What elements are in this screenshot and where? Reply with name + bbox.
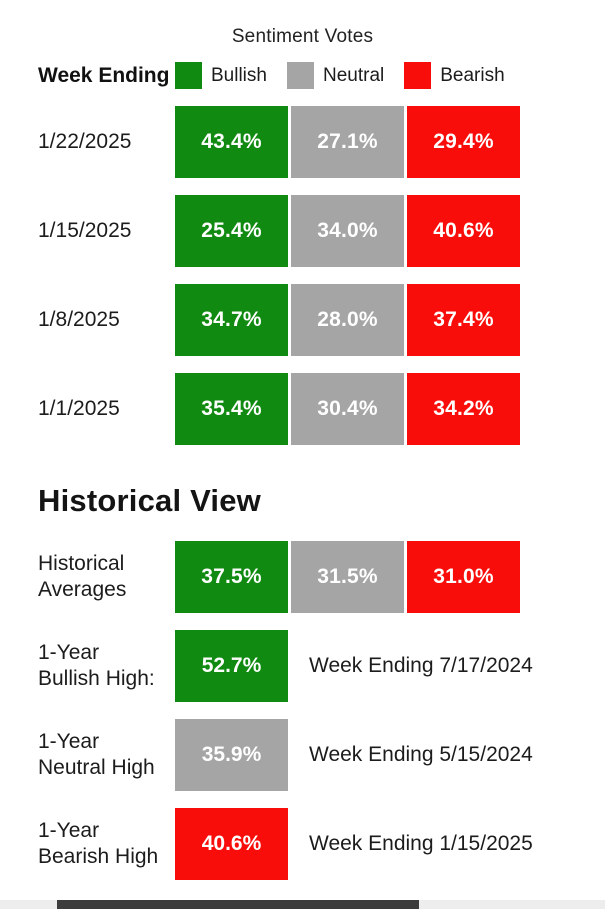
bearish-high-row: 1-Year Bearish High 40.6% Week Ending 1/… [38, 808, 605, 880]
neutral-high-row: 1-Year Neutral High 35.9% Week Ending 5/… [38, 719, 605, 791]
bearish-bar: 34.2% [407, 373, 520, 445]
historical-averages-label: Historical Averages [38, 551, 127, 601]
legend-item-bullish: Bullish [175, 62, 267, 89]
historical-view-heading: Historical View [38, 483, 261, 518]
legend-label-bullish: Bullish [211, 64, 267, 86]
week-ending-date: 1/22/2025 [38, 129, 132, 153]
header-row: Week Ending Bullish Neutral Bearish [0, 62, 605, 89]
historical-averages-row: Historical Averages 37.5% 31.5% 31.0% [38, 541, 605, 613]
bullish-bar: 34.7% [175, 284, 288, 356]
bullish-high-row: 1-Year Bullish High: 52.7% Week Ending 7… [38, 630, 605, 702]
legend-label-neutral: Neutral [322, 64, 385, 86]
legend-swatch-neutral [286, 62, 314, 89]
legend-item-neutral: Neutral [286, 62, 385, 89]
neutral-bar: 28.0% [291, 284, 404, 356]
week-ending-date: 1/1/2025 [38, 396, 120, 420]
neutral-high-label: 1-Year Neutral High [38, 729, 155, 779]
sentiment-bars: 25.4% 34.0% 40.6% [175, 195, 520, 267]
weekly-rows: 1/22/2025 43.4% 27.1% 29.4% 1/15/2025 25… [0, 106, 605, 445]
neutral-high-note: Week Ending 5/15/2024 [309, 743, 533, 766]
bullish-bar: 43.4% [175, 106, 288, 178]
bullish-high-bar: 52.7% [175, 630, 288, 702]
neutral-bar: 30.4% [291, 373, 404, 445]
bearish-high-label: 1-Year Bearish High [38, 818, 159, 868]
sentiment-row: 1/8/2025 34.7% 28.0% 37.4% [38, 284, 605, 356]
legend-swatch-bullish [175, 62, 202, 89]
historical-rows: Historical Averages 37.5% 31.5% 31.0% 1-… [0, 541, 605, 880]
bullish-bar: 25.4% [175, 195, 288, 267]
neutral-bar: 31.5% [291, 541, 404, 613]
bearish-bar: 29.4% [407, 106, 520, 178]
week-ending-date: 1/8/2025 [38, 307, 120, 331]
bearish-high-bar: 40.6% [175, 808, 288, 880]
week-ending-header: Week Ending [38, 63, 170, 87]
sentiment-bars: 35.4% 30.4% 34.2% [175, 373, 520, 445]
week-ending-date: 1/15/2025 [38, 218, 132, 242]
bearish-bar: 40.6% [407, 195, 520, 267]
neutral-high-bar: 35.9% [175, 719, 288, 791]
sentiment-row: 1/22/2025 43.4% 27.1% 29.4% [38, 106, 605, 178]
chart-title: Sentiment Votes [231, 26, 374, 47]
legend-item-bearish: Bearish [404, 62, 505, 89]
bullish-high-label: 1-Year Bullish High: [38, 640, 155, 690]
sentiment-bars: 43.4% 27.1% 29.4% [175, 106, 520, 178]
legend-label-bearish: Bearish [440, 64, 505, 86]
bullish-bar: 35.4% [175, 373, 288, 445]
horizontal-scrollbar-track[interactable] [0, 900, 605, 909]
sentiment-bars: 34.7% 28.0% 37.4% [175, 284, 520, 356]
bearish-bar: 31.0% [407, 541, 520, 613]
legend: Bullish Neutral Bearish [175, 62, 505, 89]
neutral-bar: 27.1% [291, 106, 404, 178]
bullish-bar: 37.5% [175, 541, 288, 613]
horizontal-scrollbar-thumb[interactable] [57, 900, 419, 909]
bullish-high-note: Week Ending 7/17/2024 [309, 654, 533, 677]
bearish-high-note: Week Ending 1/15/2025 [309, 832, 533, 855]
sentiment-row: 1/15/2025 25.4% 34.0% 40.6% [38, 195, 605, 267]
sentiment-bars: 37.5% 31.5% 31.0% [175, 541, 520, 613]
sentiment-row: 1/1/2025 35.4% 30.4% 34.2% [38, 373, 605, 445]
legend-swatch-bearish [404, 62, 432, 89]
bearish-bar: 37.4% [407, 284, 520, 356]
neutral-bar: 34.0% [291, 195, 404, 267]
